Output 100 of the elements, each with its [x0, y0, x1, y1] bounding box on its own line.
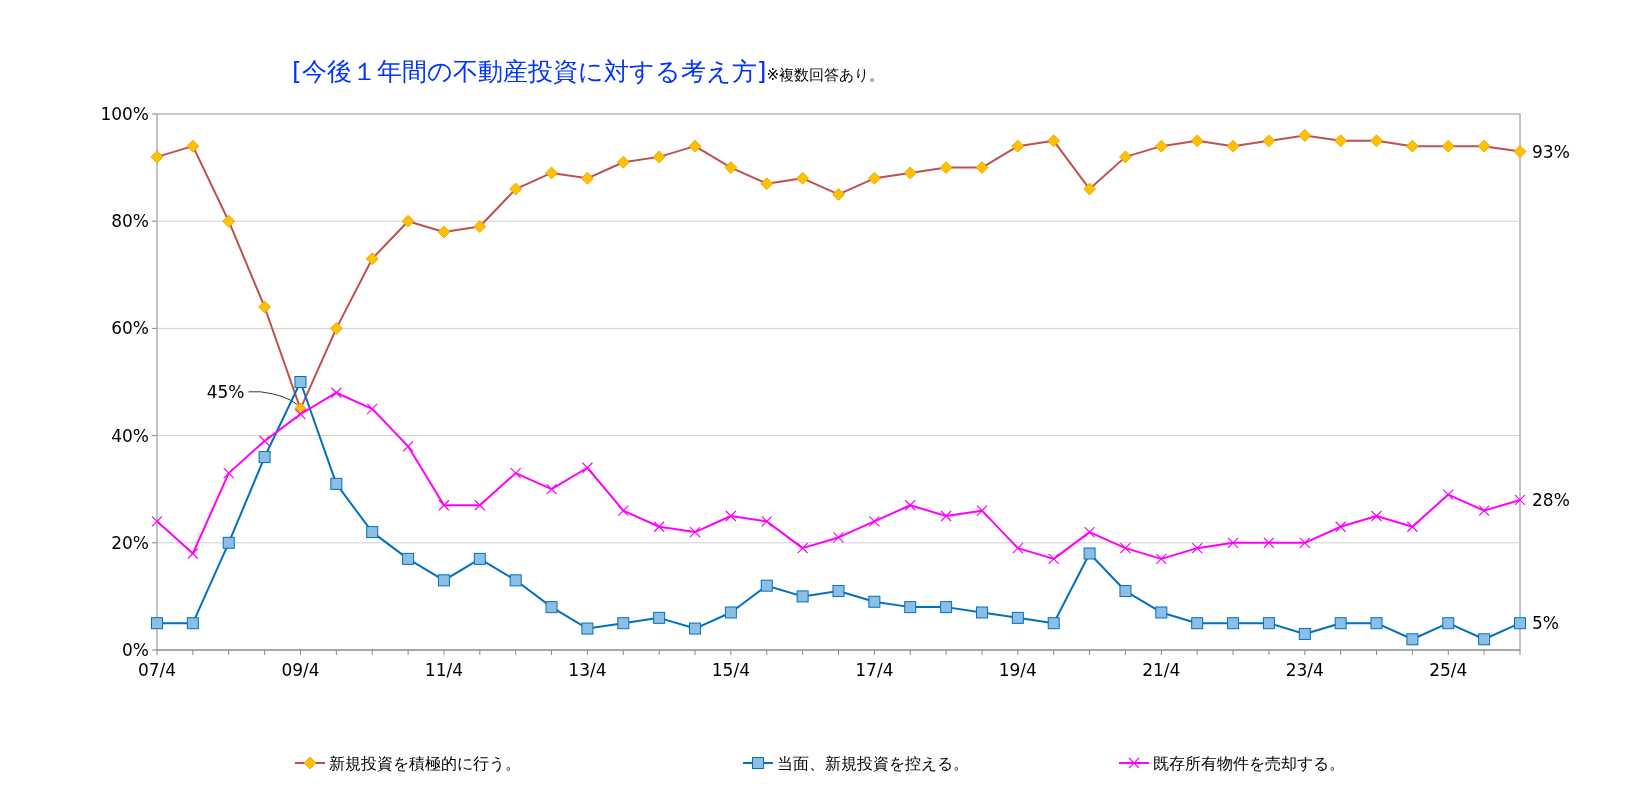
legend-label: 既存所有物件を売却する。 — [1153, 754, 1345, 773]
point — [1191, 542, 1203, 554]
point — [1442, 617, 1455, 630]
data-label: 45% — [206, 381, 245, 402]
point — [366, 526, 379, 539]
point — [653, 521, 665, 533]
data-label: 93% — [1532, 141, 1570, 162]
x-tick-label: 25/4 — [1429, 660, 1468, 680]
point — [940, 601, 953, 614]
data-label: 28% — [1532, 489, 1570, 510]
point — [222, 536, 235, 549]
point — [868, 515, 880, 527]
point — [1047, 617, 1060, 630]
point — [330, 477, 343, 490]
point — [474, 499, 486, 511]
point — [1478, 505, 1490, 517]
x-tick-label: 21/4 — [1142, 660, 1181, 680]
y-tick-label: 100% — [100, 104, 149, 124]
point — [1263, 537, 1275, 549]
y-tick-label: 0% — [122, 640, 149, 660]
x-tick-label: 07/4 — [137, 660, 177, 680]
point — [1514, 494, 1526, 506]
point — [940, 510, 952, 522]
y-tick-label: 20% — [111, 532, 149, 553]
point — [1478, 633, 1491, 646]
point — [904, 601, 917, 614]
point — [1191, 617, 1204, 630]
point — [1083, 547, 1096, 560]
point — [1406, 633, 1419, 646]
point — [545, 601, 558, 614]
y-tick-label: 60% — [111, 318, 149, 339]
point — [510, 467, 522, 479]
point — [294, 408, 307, 420]
x-tick-label: 09/4 — [281, 660, 320, 680]
point — [330, 387, 342, 399]
point — [725, 510, 737, 522]
point — [1119, 585, 1132, 598]
point — [1011, 611, 1024, 624]
point — [187, 547, 199, 560]
point — [1012, 542, 1024, 554]
point — [1227, 537, 1239, 549]
point — [904, 499, 916, 511]
point — [473, 552, 486, 565]
point — [617, 617, 630, 630]
chart-title: [今後１年間の不動産投資に対する考え方] — [292, 57, 767, 86]
point — [832, 531, 845, 544]
point — [689, 526, 701, 538]
x-tick-label: 17/4 — [855, 660, 894, 680]
point — [151, 515, 163, 527]
point — [1370, 510, 1383, 522]
x-tick-label: 23/4 — [1285, 660, 1324, 680]
point — [975, 606, 988, 619]
point — [1262, 617, 1275, 630]
point — [724, 606, 737, 619]
point — [1335, 521, 1347, 533]
point — [1514, 617, 1526, 630]
point — [1155, 606, 1168, 619]
point — [868, 595, 881, 608]
point — [976, 505, 988, 517]
point — [761, 515, 773, 527]
point — [581, 462, 594, 474]
point — [1119, 542, 1132, 554]
point — [545, 483, 558, 495]
y-tick-label: 40% — [111, 425, 149, 446]
legend-label: 当面、新規投資を控える。 — [777, 754, 969, 773]
point — [1083, 526, 1096, 538]
point — [1334, 617, 1347, 630]
point — [366, 403, 378, 415]
point — [1298, 627, 1311, 640]
point — [437, 574, 450, 587]
point — [832, 585, 845, 598]
point — [438, 499, 450, 511]
point — [689, 622, 702, 635]
point — [1155, 553, 1167, 565]
y-tick-label: 80% — [111, 211, 149, 232]
point — [1227, 617, 1240, 630]
point — [760, 579, 773, 592]
point — [509, 574, 522, 587]
point — [796, 590, 809, 603]
x-tick-label: 11/4 — [424, 660, 464, 680]
point — [653, 611, 666, 624]
point — [1442, 488, 1454, 501]
point — [617, 505, 629, 517]
chart-subtitle: ※複数回答あり。 — [766, 66, 885, 84]
x-tick-label: 19/4 — [998, 660, 1037, 680]
point — [294, 376, 307, 388]
point — [797, 542, 809, 554]
point — [258, 451, 271, 464]
point — [259, 435, 271, 447]
point — [186, 617, 199, 630]
point — [1406, 521, 1418, 533]
point — [1048, 553, 1060, 565]
point — [402, 552, 415, 565]
legend-label: 新規投資を積極的に行う。 — [329, 754, 521, 773]
x-tick-label: 13/4 — [568, 660, 607, 680]
point — [223, 467, 235, 479]
x-tick-label: 15/4 — [711, 660, 750, 680]
point — [581, 622, 594, 635]
point — [402, 440, 414, 452]
point — [1299, 537, 1311, 549]
